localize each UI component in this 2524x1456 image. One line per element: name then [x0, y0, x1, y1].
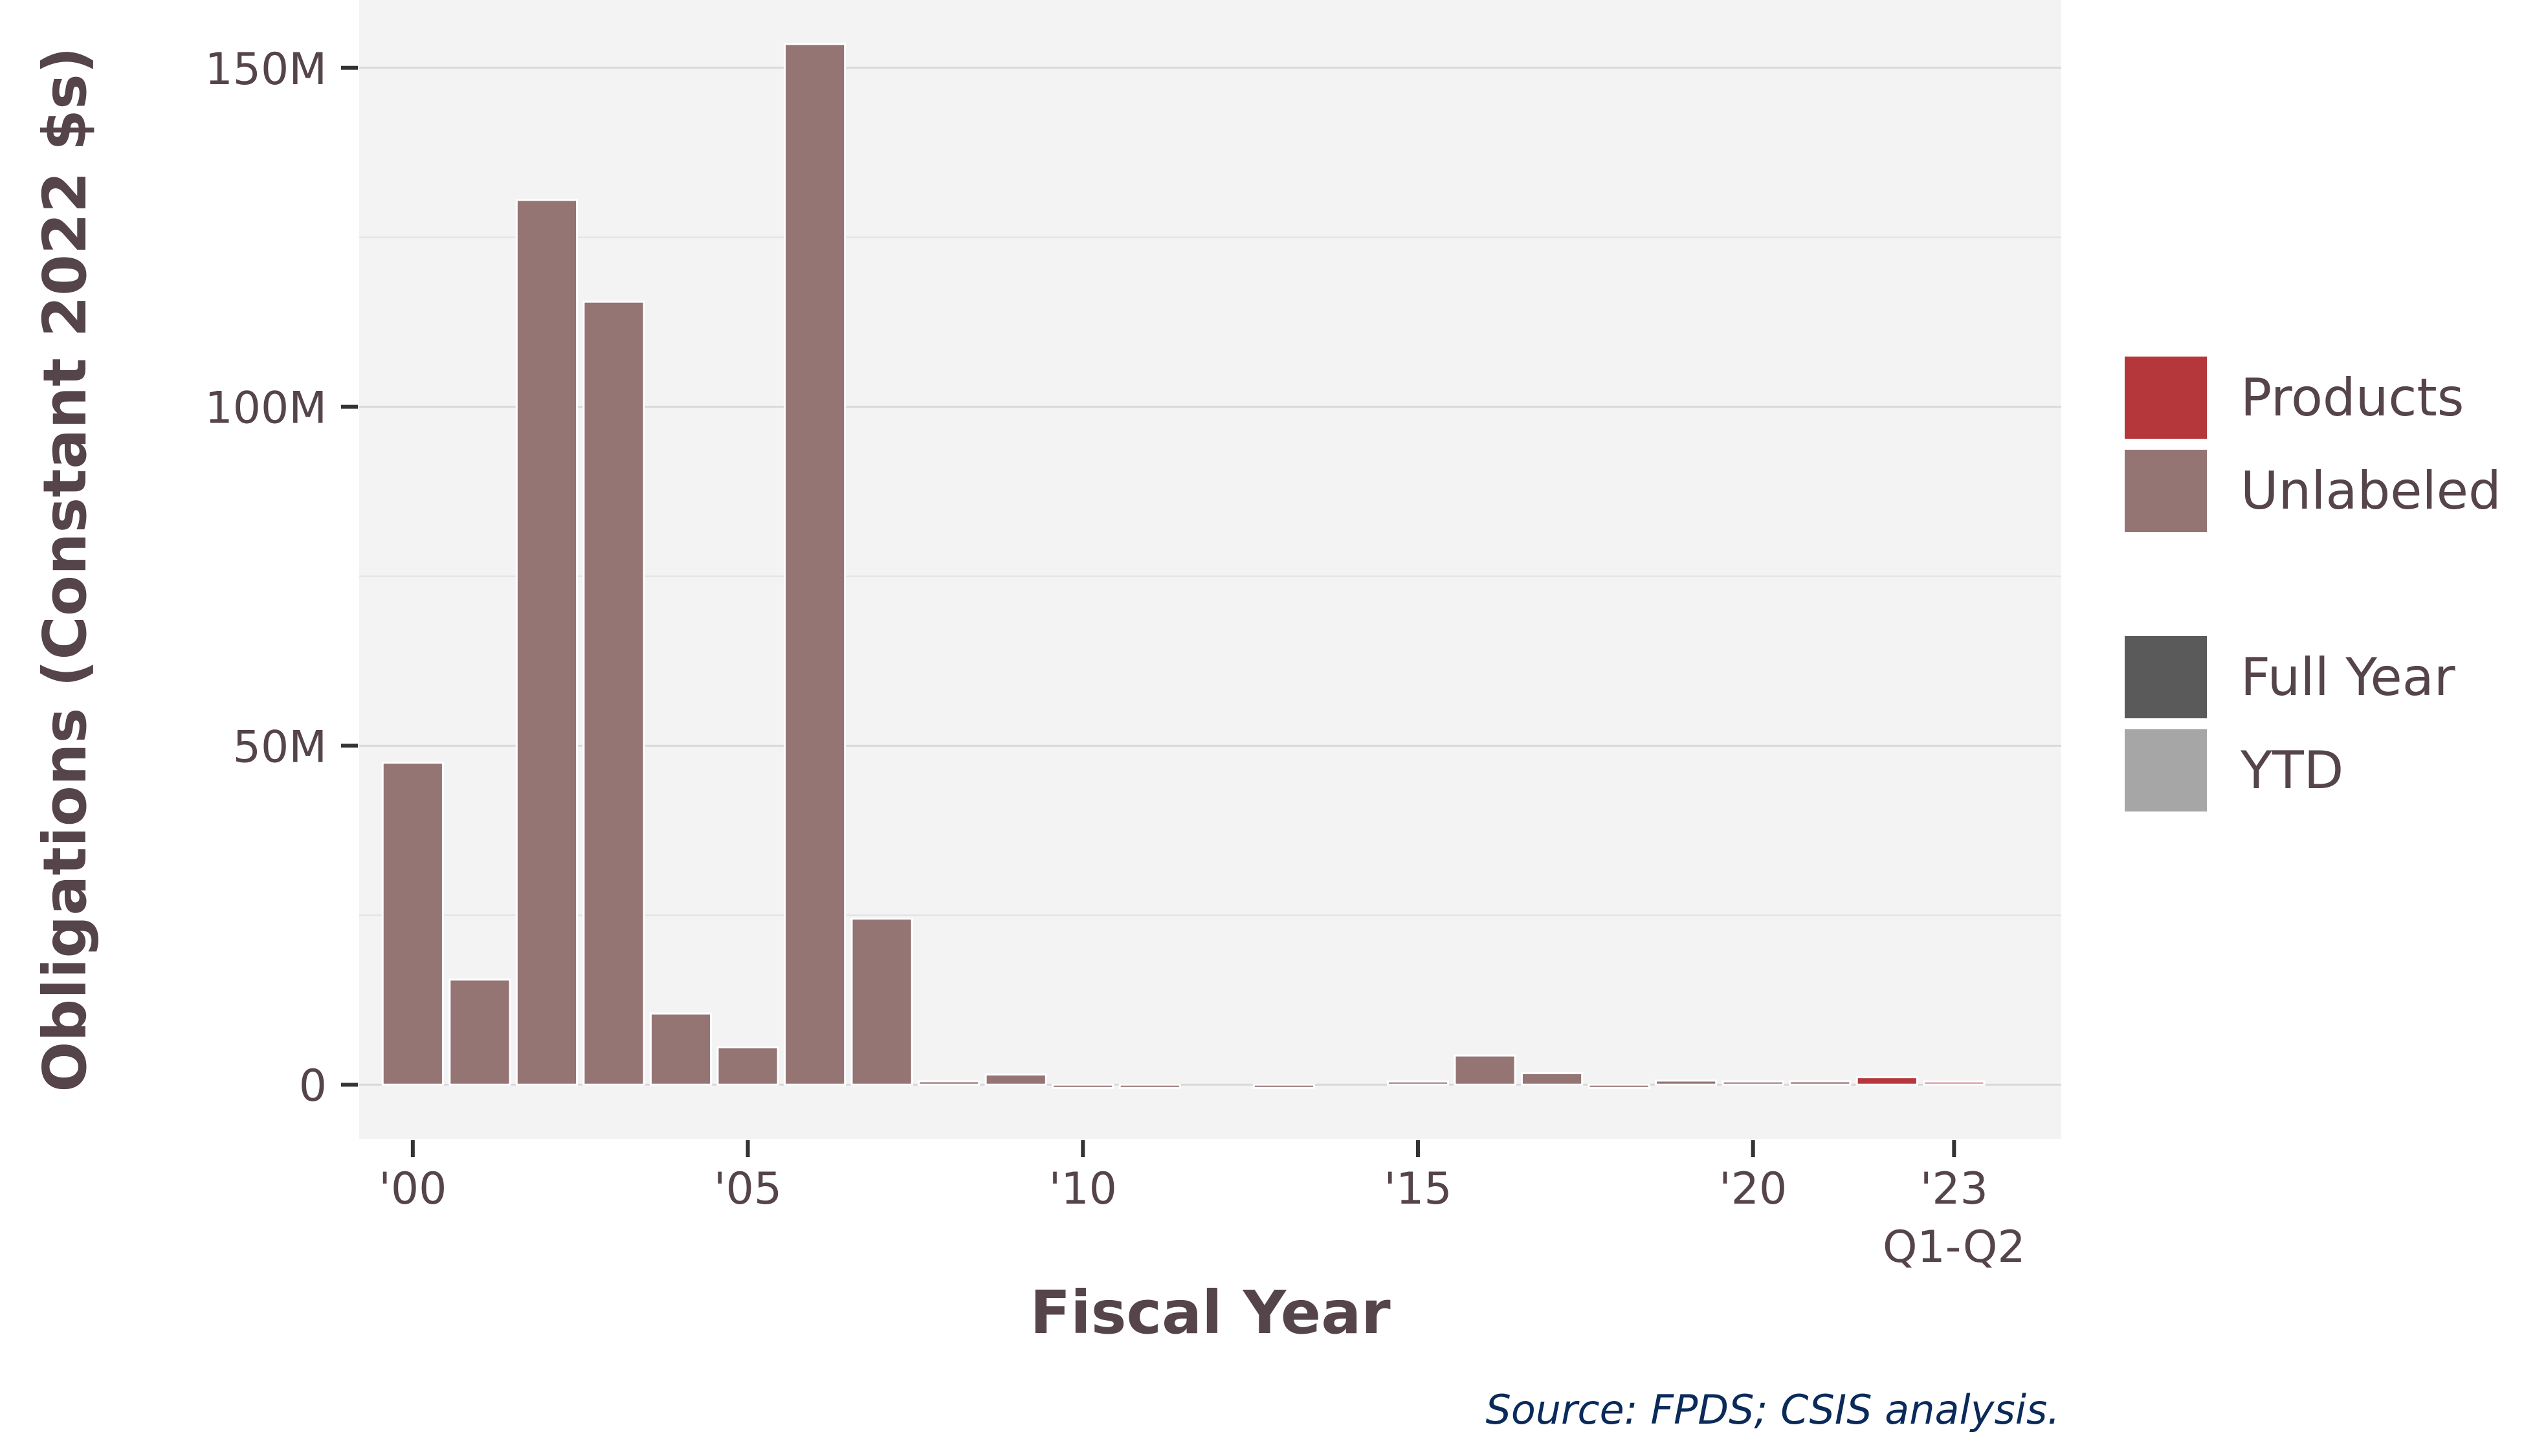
x-axis-title: Fiscal Year	[1030, 1278, 1391, 1347]
legend-swatch-unlabeled	[2121, 446, 2211, 536]
bar-unlabeled-2009	[984, 1073, 1047, 1086]
bar-unlabeled-2013	[1252, 1083, 1315, 1089]
y-axis: 0 50M 100M 150M	[205, 44, 358, 1112]
legend-swatch-ytd	[2121, 725, 2211, 815]
legend-label-full-year: Full Year	[2241, 647, 2455, 707]
bar-products-2022	[1855, 1076, 1918, 1086]
bars	[381, 43, 1986, 1089]
x-tick-label: '20	[1719, 1164, 1787, 1215]
legend-label-products: Products	[2241, 368, 2464, 428]
bar-unlabeled-2001	[448, 978, 511, 1086]
y-tick-label: 150M	[205, 44, 327, 95]
bar-unlabeled-2003	[582, 300, 645, 1086]
legend-swatch-products	[2121, 353, 2211, 443]
bar-unlabeled-2015	[1386, 1080, 1450, 1086]
bar-unlabeled-2008	[918, 1080, 980, 1086]
bar-unlabeled-2021	[1789, 1080, 1852, 1086]
x-tick-label: '15	[1384, 1164, 1452, 1215]
y-tick-label: 50M	[233, 722, 327, 773]
bar-unlabeled-2004	[649, 1012, 713, 1086]
bar-unlabeled-2018	[1588, 1083, 1650, 1089]
bar-unlabeled-2016	[1454, 1054, 1516, 1086]
source-note: Source: FPDS; CSIS analysis.	[1485, 1386, 2060, 1433]
bar-unlabeled-2006	[784, 43, 847, 1086]
bar-unlabeled-2017	[1520, 1072, 1584, 1086]
legend: Products Unlabeled Full Year YTD	[2121, 353, 2501, 815]
bar-unlabeled-2000	[381, 762, 444, 1086]
bar-products-2023	[1923, 1080, 1986, 1086]
x-tick-label: '23	[1920, 1164, 1988, 1215]
bar-unlabeled-2011	[1118, 1083, 1181, 1089]
bar-unlabeled-2010	[1052, 1083, 1114, 1089]
legend-label-ytd: YTD	[2240, 740, 2343, 800]
y-tick-label: 0	[299, 1061, 327, 1112]
y-tick-label: 100M	[205, 383, 327, 434]
x-tick-label: '10	[1049, 1164, 1117, 1215]
bar-unlabeled-2007	[850, 918, 913, 1086]
bar-unlabeled-2019	[1655, 1079, 1718, 1086]
bar-unlabeled-2002	[515, 199, 579, 1086]
x-tick-label: '00	[379, 1164, 447, 1215]
x-axis: '00 '05 '10 '15 '20 '23 Q1-Q2	[379, 1140, 2026, 1273]
x-tick-sublabel: Q1-Q2	[1883, 1222, 2026, 1273]
x-tick-label: '05	[714, 1164, 782, 1215]
bar-unlabeled-2020	[1721, 1080, 1784, 1086]
legend-swatch-full-year	[2121, 632, 2211, 722]
legend-label-unlabeled: Unlabeled	[2241, 461, 2501, 521]
y-axis-title: Obligations (Constant 2022 $s)	[30, 47, 100, 1092]
bar-unlabeled-2005	[716, 1046, 779, 1086]
